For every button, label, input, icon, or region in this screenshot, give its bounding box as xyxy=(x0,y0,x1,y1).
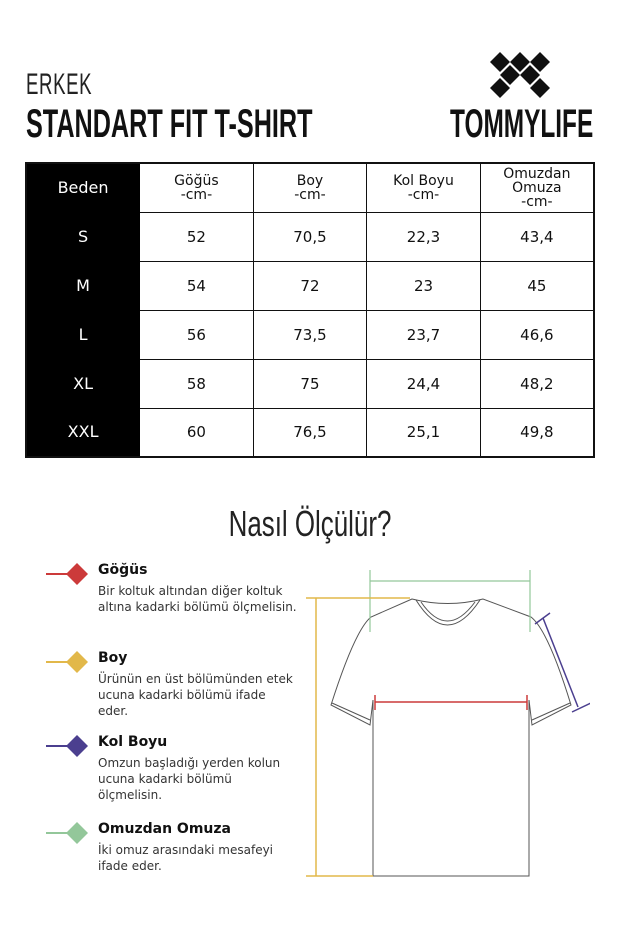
diamond-marker-icon xyxy=(46,651,88,673)
measure-cell: 23 xyxy=(366,260,481,311)
measure-cell: 72 xyxy=(252,260,368,311)
legend-title: Boy xyxy=(98,650,128,666)
size-table: Beden Göğüs -cm- Boy -cm- Kol Boyu -cm- Omu… xyxy=(25,162,595,458)
measure-cell: 48,2 xyxy=(479,358,595,409)
measure-cell: 70,5 xyxy=(252,211,368,262)
legend-desc: Ürünün en üst bölümünden etek ucuna kada… xyxy=(98,672,293,718)
size-cell: XL xyxy=(25,358,141,409)
legend-desc: Omzun başladığı yerden kolun ucuna kadar… xyxy=(98,756,281,802)
legend-title: Omuzdan Omuza xyxy=(98,821,231,837)
size-cell: S xyxy=(25,211,141,262)
table-row: S 52 70,5 22,3 43,4 xyxy=(25,211,595,262)
subtitle: ERKEK xyxy=(26,68,93,101)
table-header-row: Beden Göğüs -cm- Boy -cm- Kol Boyu -cm- Omu… xyxy=(25,162,595,213)
how-to-measure-title: Nasıl Ölçülür? xyxy=(228,503,392,544)
measure-cell: 73,5 xyxy=(252,309,368,360)
legend-desc: Bir koltuk altından diğer koltuk altına … xyxy=(98,584,297,614)
size-cell: M xyxy=(25,260,141,311)
measure-cell: 43,4 xyxy=(479,211,595,262)
table-row: XL 58 75 24,4 48,2 xyxy=(25,358,595,409)
diamond-marker-icon xyxy=(46,563,88,585)
table-row: L 56 73,5 23,7 46,6 xyxy=(25,309,595,360)
legend-desc: İki omuz arasındaki mesafeyi ifade eder. xyxy=(98,843,274,873)
header-boy: Boy -cm- xyxy=(252,162,368,213)
brand-name: TOMMYLIFE xyxy=(450,102,594,146)
diamond-marker-icon xyxy=(46,822,88,844)
page-title: STANDART FIT T-SHIRT xyxy=(26,102,313,146)
measure-cell: 75 xyxy=(252,358,368,409)
measure-cell: 22,3 xyxy=(366,211,481,262)
measure-cell: 58 xyxy=(139,358,254,409)
diamond-marker-icon xyxy=(46,735,88,757)
measure-cell: 23,7 xyxy=(366,309,481,360)
header-beden: Beden xyxy=(25,162,141,213)
tshirt-measure-diagram xyxy=(306,570,590,877)
measure-cell: 45 xyxy=(479,260,595,311)
measure-cell: 52 xyxy=(139,211,254,262)
header-gogus: Göğüs -cm- xyxy=(139,162,254,213)
legend-title: Kol Boyu xyxy=(98,734,168,750)
size-cell: XXL xyxy=(25,407,141,458)
measure-cell: 24,4 xyxy=(366,358,481,409)
measure-cell: 60 xyxy=(139,407,254,458)
legend-title: Göğüs xyxy=(98,562,148,578)
header-omuzdan-omuza: Omuzdan Omuza -cm- xyxy=(479,162,595,213)
table-row: M 54 72 23 45 xyxy=(25,260,595,311)
size-cell: L xyxy=(25,309,141,360)
measure-cell: 56 xyxy=(139,309,254,360)
measure-cell: 25,1 xyxy=(366,407,481,458)
header-kol-boyu: Kol Boyu -cm- xyxy=(366,162,481,213)
measure-cell: 54 xyxy=(139,260,254,311)
measure-cell: 49,8 xyxy=(479,407,595,458)
measure-cell: 76,5 xyxy=(252,407,368,458)
brand-logo-icon xyxy=(490,52,550,98)
measure-cell: 46,6 xyxy=(479,309,595,360)
table-row: XXL 60 76,5 25,1 49,8 xyxy=(25,407,595,458)
